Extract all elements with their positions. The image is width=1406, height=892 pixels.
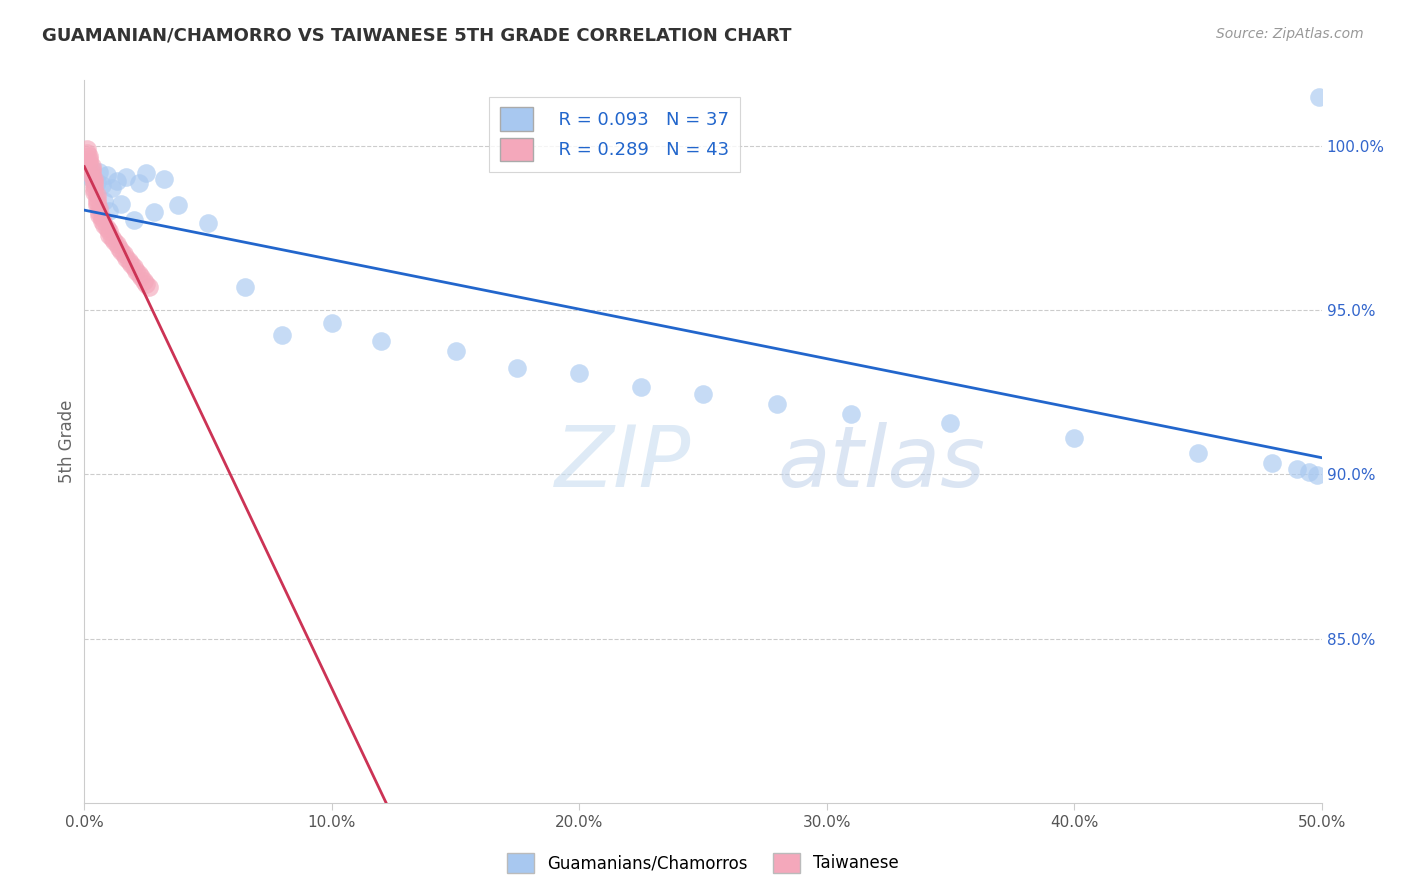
Point bbox=[506, 361, 529, 376]
Point bbox=[90, 211, 112, 226]
Point bbox=[89, 208, 111, 222]
Text: ZIP: ZIP bbox=[554, 422, 690, 505]
Point bbox=[96, 168, 118, 182]
Point bbox=[100, 180, 122, 194]
Text: atlas: atlas bbox=[778, 422, 986, 505]
Point bbox=[98, 227, 121, 242]
Point bbox=[138, 280, 160, 294]
Y-axis label: 5th Grade: 5th Grade bbox=[58, 400, 76, 483]
Point bbox=[1261, 456, 1284, 470]
Point bbox=[80, 161, 103, 176]
Point bbox=[152, 172, 174, 186]
Point bbox=[103, 234, 125, 248]
Point bbox=[105, 237, 128, 252]
Point bbox=[86, 194, 108, 209]
Point bbox=[135, 166, 157, 180]
Point bbox=[271, 328, 294, 343]
Point bbox=[108, 241, 131, 255]
Legend:   R = 0.093   N = 37,   R = 0.289   N = 43: R = 0.093 N = 37, R = 0.289 N = 43 bbox=[489, 96, 740, 172]
Point bbox=[128, 267, 150, 281]
Point bbox=[93, 218, 115, 232]
Point bbox=[1063, 431, 1085, 445]
Point bbox=[83, 185, 105, 199]
Point bbox=[132, 274, 155, 288]
Point bbox=[142, 205, 165, 219]
Point bbox=[1308, 90, 1330, 104]
Point bbox=[100, 231, 122, 245]
Point bbox=[86, 198, 108, 212]
Point bbox=[86, 188, 108, 202]
Point bbox=[98, 203, 121, 218]
Point bbox=[233, 280, 256, 294]
Point bbox=[89, 204, 111, 219]
Point bbox=[841, 407, 863, 421]
Point bbox=[630, 379, 652, 393]
Point bbox=[1187, 446, 1209, 460]
Point bbox=[129, 270, 152, 285]
Point bbox=[125, 264, 148, 278]
Point bbox=[370, 334, 392, 348]
Point bbox=[80, 159, 103, 173]
Point bbox=[1298, 465, 1320, 479]
Point bbox=[118, 254, 141, 268]
Point bbox=[93, 194, 115, 208]
Point bbox=[90, 214, 112, 228]
Point bbox=[692, 387, 714, 401]
Point bbox=[80, 169, 103, 183]
Point bbox=[197, 216, 219, 230]
Point bbox=[79, 155, 101, 169]
Point bbox=[115, 170, 138, 185]
Point bbox=[112, 247, 135, 261]
Point bbox=[110, 244, 132, 258]
Point bbox=[89, 202, 111, 216]
Point bbox=[1305, 467, 1327, 482]
Point bbox=[79, 152, 101, 166]
Point bbox=[105, 174, 128, 188]
Point bbox=[568, 366, 591, 380]
Point bbox=[83, 178, 105, 193]
Point bbox=[83, 175, 105, 189]
Text: Source: ZipAtlas.com: Source: ZipAtlas.com bbox=[1216, 27, 1364, 41]
Point bbox=[76, 142, 98, 156]
Point bbox=[89, 164, 111, 178]
Point bbox=[135, 277, 157, 291]
Point bbox=[939, 417, 962, 431]
Point bbox=[83, 181, 105, 195]
Point bbox=[321, 316, 343, 330]
Point bbox=[98, 224, 121, 238]
Point bbox=[120, 257, 142, 271]
Point bbox=[79, 149, 101, 163]
Point bbox=[83, 171, 105, 186]
Point bbox=[86, 192, 108, 206]
Point bbox=[128, 176, 150, 190]
Point bbox=[80, 165, 103, 179]
Point bbox=[86, 175, 108, 189]
Point bbox=[122, 212, 145, 227]
Legend: Guamanians/Chamorros, Taiwanese: Guamanians/Chamorros, Taiwanese bbox=[501, 847, 905, 880]
Text: GUAMANIAN/CHAMORRO VS TAIWANESE 5TH GRADE CORRELATION CHART: GUAMANIAN/CHAMORRO VS TAIWANESE 5TH GRAD… bbox=[42, 27, 792, 45]
Point bbox=[90, 178, 112, 192]
Point bbox=[110, 196, 132, 211]
Point bbox=[76, 145, 98, 160]
Point bbox=[1285, 462, 1308, 476]
Point bbox=[444, 344, 467, 359]
Point bbox=[96, 221, 118, 235]
Point bbox=[167, 197, 190, 211]
Point bbox=[122, 260, 145, 275]
Point bbox=[115, 251, 138, 265]
Point bbox=[766, 397, 789, 411]
Point bbox=[80, 171, 103, 186]
